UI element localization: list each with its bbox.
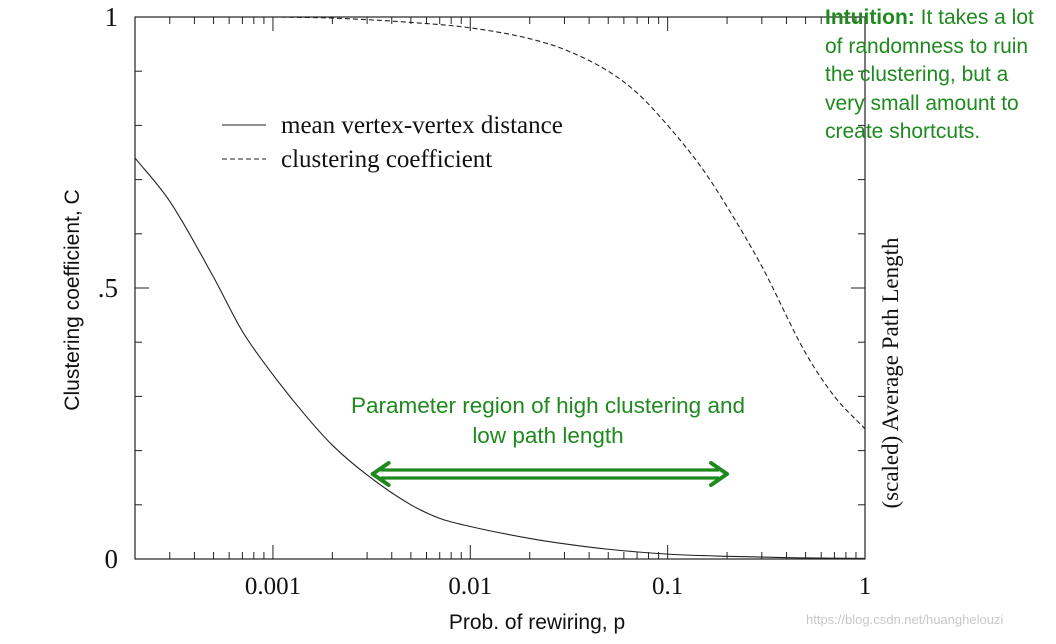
series-line-distance: [134, 157, 866, 560]
region-arrow-heads: [370, 461, 730, 487]
intuition-label: Intuition:: [825, 6, 915, 29]
x-tick-label: 0.1: [652, 573, 683, 600]
legend: mean vertex-vertex distance clustering co…: [222, 112, 563, 173]
intuition-text: It takes a lot of randomness to ruin the…: [825, 6, 1034, 143]
y-tick-label: 0: [105, 544, 119, 574]
region-label: Parameter region of high clustering and …: [351, 393, 745, 448]
legend-label: mean vertex-vertex distance: [281, 112, 563, 139]
legend-label: clustering coefficient: [281, 146, 492, 173]
region-arrow-layer: [370, 461, 730, 487]
y-tick-label: 1: [105, 2, 119, 32]
series-layer: [134, 16, 866, 560]
y-tick-label: .5: [98, 273, 118, 303]
x-tick-label: 0.001: [245, 573, 301, 600]
x-tick-label: 1: [859, 573, 872, 600]
tick-labels: 0.001 0.01 0.1 1 0 .5 1: [98, 2, 872, 600]
y-axis-label-left: Clustering coefficient, C: [61, 189, 84, 410]
x-tick-label: 0.01: [448, 573, 492, 600]
watermark: https://blog.csdn.net/huanghelouzi: [806, 612, 1004, 627]
x-axis-label: Prob. of rewiring, p: [449, 611, 625, 634]
tick-marks: [134, 16, 866, 560]
y-axis-label-right: (scaled) Average Path Length: [878, 237, 903, 508]
intuition-note: Intuition: It takes a lot of randomness …: [825, 4, 1053, 147]
series-line-clustering: [272, 16, 866, 430]
